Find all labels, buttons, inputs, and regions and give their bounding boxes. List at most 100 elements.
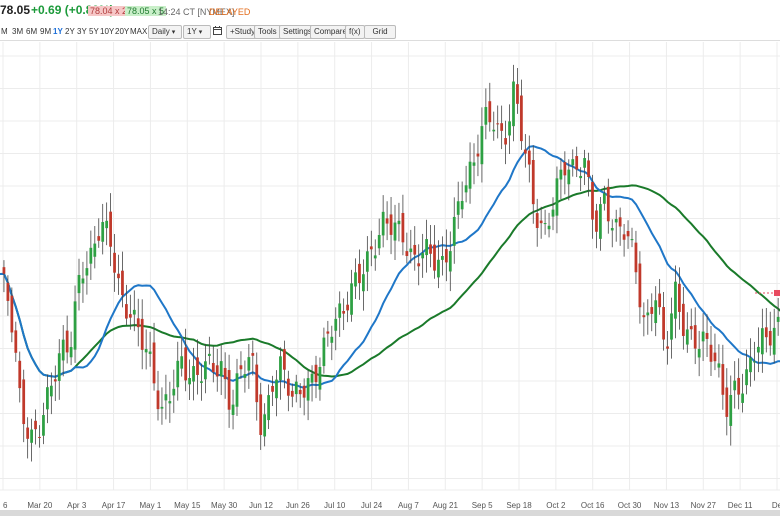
candle-body [409,248,413,253]
candle-body [468,161,472,189]
candle-body [373,255,377,259]
candle-body [456,201,460,215]
period-10y[interactable]: 10Y [100,27,115,36]
period-m[interactable]: M [1,27,8,36]
interval-select[interactable]: Daily [148,25,182,39]
candle-body [527,150,531,165]
candle-body [535,213,539,228]
candle-body [753,361,756,363]
candle-body [168,401,172,404]
candle-body [22,379,26,425]
candle-body [362,274,365,292]
period-3y[interactable]: 3Y [77,27,87,36]
x-tick-label: Jul 24 [361,501,383,510]
candle-body [393,222,397,241]
candle-body [18,360,22,389]
period-5y[interactable]: 5Y [89,27,99,36]
candle-body [196,357,199,375]
period-9m[interactable]: 9M [40,27,52,36]
candle-body [207,353,211,356]
candle-body [263,414,267,437]
delayed-status: DELAYED [209,7,251,17]
candle-body [144,349,148,353]
candle-body [654,300,658,324]
x-tick-label: Aug 7 [398,501,419,510]
candle-body [417,263,421,267]
candle-body [73,301,77,350]
candle-body [306,378,310,401]
candle-body [437,259,440,278]
tools-button[interactable]: Tools [254,25,281,39]
candle-body [239,365,243,370]
candle-body [772,327,776,355]
candle-body [599,204,602,239]
x-tick-label: Mar 20 [27,501,52,510]
price-chart[interactable]: 6 Mar 20 Apr 3 Apr 17 May 1 May 15 May 30 Jun 1… [0,42,780,510]
range-select[interactable]: 1Y [183,25,211,39]
candle-body [30,429,33,443]
candle-body [314,364,318,383]
period-6m[interactable]: 6M [26,27,38,36]
candle-body [697,349,701,358]
compare-button[interactable]: Compare [310,25,351,39]
x-tick-label: Jun 26 [286,501,311,510]
candle-body [211,362,215,373]
function-button[interactable]: f(x) [345,25,365,39]
candle-body [531,159,535,205]
candle-body [247,357,251,371]
last-price: 78.05 [0,3,31,17]
candle-body [448,251,452,272]
candle-body [101,222,105,242]
candle-body [46,387,49,410]
candle-body [401,212,405,243]
period-2y[interactable]: 2Y [65,27,75,36]
candle-body [140,318,144,350]
candle-body [441,255,444,260]
grid-button[interactable]: Grid [364,25,396,39]
candle-body [689,326,693,330]
candle-body [164,394,168,401]
candle-body [634,242,638,273]
candle-body [626,230,630,237]
candle-body [271,385,274,392]
x-tick-label: Oct 30 [618,501,642,510]
candle-body [77,274,81,294]
candle-body [551,209,555,217]
candle-body [405,251,409,257]
candle-body [595,210,598,232]
candle-body [638,263,642,308]
candle-body [729,394,733,426]
period-20y[interactable]: 20Y [115,27,130,36]
candle-body [302,385,306,398]
candle-body [235,373,239,407]
candle-body [176,360,180,388]
candle-body [741,393,744,403]
candle-body [85,268,89,276]
x-tick-label: Dec 11 [728,501,753,510]
candle-body [429,244,432,254]
x-tick-label: Oct 16 [581,501,605,510]
candle-body [294,381,298,395]
candle-body [322,337,326,367]
x-tick-label: Oct 2 [546,501,566,510]
candle-body [737,377,741,395]
candle-body [520,95,523,142]
candle-body [662,307,665,340]
candle-body [310,373,314,383]
calendar-icon[interactable] [213,26,222,39]
candle-body [674,281,677,319]
x-tick-label: Apr 17 [102,501,126,510]
candle-body [369,246,373,250]
candle-body [81,278,85,284]
settings-button[interactable]: Settings [279,25,316,39]
candle-body [433,244,436,271]
period-3m[interactable]: 3M [12,27,24,36]
period-1y[interactable]: 1Y [53,27,63,36]
candle-body [290,390,294,397]
period-max[interactable]: MAX [130,27,148,36]
candle-body [460,200,464,210]
candle-body [650,307,654,314]
candle-body [685,329,689,345]
candle-body [113,252,116,273]
candle-body [705,332,709,339]
